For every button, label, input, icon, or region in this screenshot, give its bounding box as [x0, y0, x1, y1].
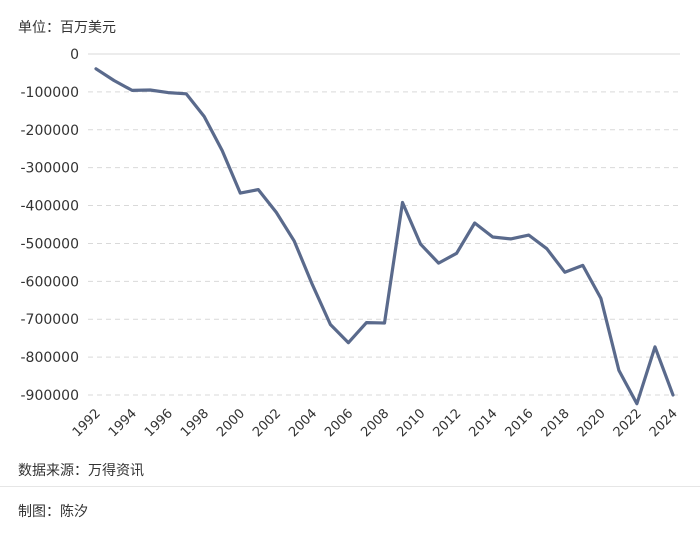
grid-lines: [88, 53, 680, 396]
x-tick-label: 2002: [250, 406, 284, 440]
x-tick-label: 2010: [394, 406, 428, 440]
y-tick-label: -600000: [21, 274, 80, 290]
y-tick-label: -400000: [21, 199, 80, 215]
y-tick-label: -800000: [21, 350, 80, 366]
x-tick-label: 2006: [322, 406, 356, 440]
author-label: 制图：陈汐: [18, 504, 88, 520]
y-axis: 0 -100000 -200000 -300000 -400000 -500000 -600…: [21, 47, 80, 404]
x-tick-label: 2000: [214, 406, 248, 440]
line-chart: 0 -100000 -200000 -300000 -400000 -500000 -600…: [21, 47, 681, 440]
y-tick-label: 0: [70, 47, 79, 63]
x-tick-label: 2020: [575, 406, 609, 440]
y-tick-label: -700000: [21, 312, 80, 328]
x-tick-label: 2022: [611, 406, 645, 440]
series-line: [94, 67, 675, 406]
x-tick-label: 2014: [467, 406, 501, 440]
x-tick-label: 2004: [286, 406, 320, 440]
x-axis: 1992 1994 1996 1998 2000 2002 2004 2006 2008 2010…: [70, 406, 681, 440]
x-tick-label: 2012: [430, 406, 464, 440]
y-tick-label: -200000: [21, 123, 80, 139]
x-tick-label: 1994: [106, 406, 140, 440]
y-tick-label: -500000: [21, 236, 80, 252]
source-label: 数据来源：万得资讯: [18, 463, 144, 479]
x-tick-label: 1992: [70, 406, 104, 440]
y-tick-label: -900000: [21, 388, 80, 404]
x-tick-label: 2016: [503, 406, 537, 440]
y-tick-label: -300000: [21, 161, 80, 177]
unit-label: 单位：百万美元: [18, 20, 116, 36]
y-tick-label: -100000: [21, 85, 80, 101]
x-tick-label: 1996: [142, 406, 176, 440]
x-tick-label: 2024: [647, 406, 681, 440]
x-tick-label: 1998: [178, 406, 212, 440]
x-tick-label: 2008: [358, 406, 392, 440]
divider: [0, 486, 700, 487]
x-tick-label: 2018: [539, 406, 573, 440]
